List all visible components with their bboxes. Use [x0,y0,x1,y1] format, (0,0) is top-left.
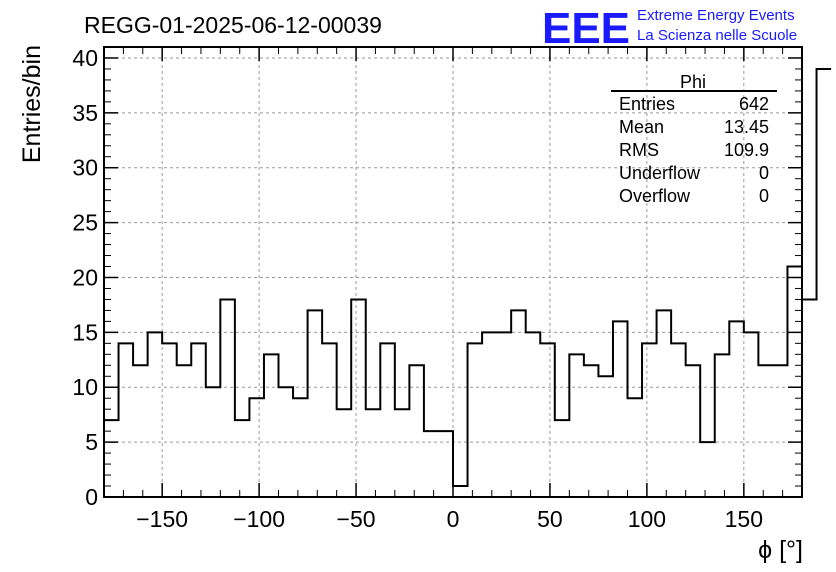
eee-logo: EEE [542,4,630,53]
y-axis-label: Entries/bin [18,45,46,163]
histogram-bin [628,398,643,497]
histogram-bin [744,332,759,497]
stats-label: Mean [619,117,664,137]
histogram-bin [162,343,177,497]
x-tick-label: 0 [447,506,460,532]
y-tick-label: 30 [72,155,98,181]
stats-label: Entries [619,94,675,114]
y-tick-label: 10 [72,374,98,400]
y-tick-label: 20 [72,264,98,290]
histogram-bin [395,409,410,497]
histogram-bin [497,332,512,497]
histogram-bin [773,365,788,497]
histogram-bin [293,398,308,497]
histogram-bin [613,321,628,497]
histogram-bin [715,354,730,497]
y-axis: 0 5 10 15 20 25 30 35 40 [72,45,802,510]
histogram-bin [657,310,672,497]
x-axis-label: ϕ [°] [758,536,803,564]
y-tick-label: 5 [85,429,98,455]
stats-header: Phi [680,72,706,92]
histogram-bin [220,299,235,497]
histogram-bin [438,431,453,497]
histogram-bin [802,299,817,497]
histogram-bin [308,310,323,497]
histogram-bin [191,343,206,497]
stats-label: Underflow [619,163,701,183]
histogram-bin [540,343,555,497]
histogram-bin [468,343,483,497]
histogram-bin [322,343,337,497]
y-tick-label: 15 [72,319,98,345]
x-tick-label: −150 [136,506,188,532]
histogram-bin [249,398,264,497]
stats-value: 0 [759,186,769,206]
histogram-bin [642,343,657,497]
stats-value: 109.9 [724,140,769,160]
histogram-bin [482,332,497,497]
chart-title: REGG-01-2025-06-12-00039 [84,12,382,38]
histogram-bin [671,343,686,497]
x-tick-label: −50 [337,506,376,532]
histogram-bin [700,442,715,497]
histogram-bin [337,409,352,497]
histogram-bin [380,343,395,497]
histogram-bin [409,365,424,497]
histogram-bin [104,420,119,497]
stats-value: 642 [739,94,769,114]
histogram-bin [511,310,526,497]
histogram-bin [453,486,468,497]
y-tick-label: 40 [72,45,98,71]
stats-value: 13.45 [724,117,769,137]
histogram-bin [569,354,584,497]
histogram-bin [119,343,134,497]
histogram-bin [526,332,541,497]
x-axis: −150 −100 −50 0 50 100 150 [122,47,784,532]
stats-value: 0 [759,163,769,183]
histogram-bin [133,365,148,497]
x-tick-label: 50 [537,506,563,532]
histogram-bin [758,365,773,497]
histogram-bin [584,365,599,497]
histogram-bin [366,409,381,497]
stats-label: RMS [619,140,659,160]
stats-label: Overflow [619,186,691,206]
x-tick-label: −100 [233,506,285,532]
histogram-bin [264,354,279,497]
logo-line-1: Extreme Energy Events [637,7,795,24]
histogram-outline [104,67,832,488]
histogram-bin [686,365,701,497]
histogram-bin [279,387,294,497]
histogram-bin [235,420,250,497]
histogram-bin [598,376,613,497]
y-tick-label: 0 [85,484,98,510]
histogram-bin [729,321,744,497]
x-tick-label: 150 [725,506,763,532]
logo-line-2: La Scienza nelle Scuole [637,27,797,44]
histogram-bin [817,69,832,497]
stats-box: Phi Entries 642 Mean 13.45 RMS 109.9 Underflow… [611,72,777,206]
x-tick-label: 100 [628,506,666,532]
histogram-bin [177,365,192,497]
histogram-bin [787,267,802,497]
histogram-bin [206,387,221,497]
histogram-bin [351,299,366,497]
y-tick-label: 25 [72,210,98,236]
histogram-bin [555,420,570,497]
y-tick-label: 35 [72,100,98,126]
histogram-bin [148,332,163,497]
histogram-bin [424,431,439,497]
